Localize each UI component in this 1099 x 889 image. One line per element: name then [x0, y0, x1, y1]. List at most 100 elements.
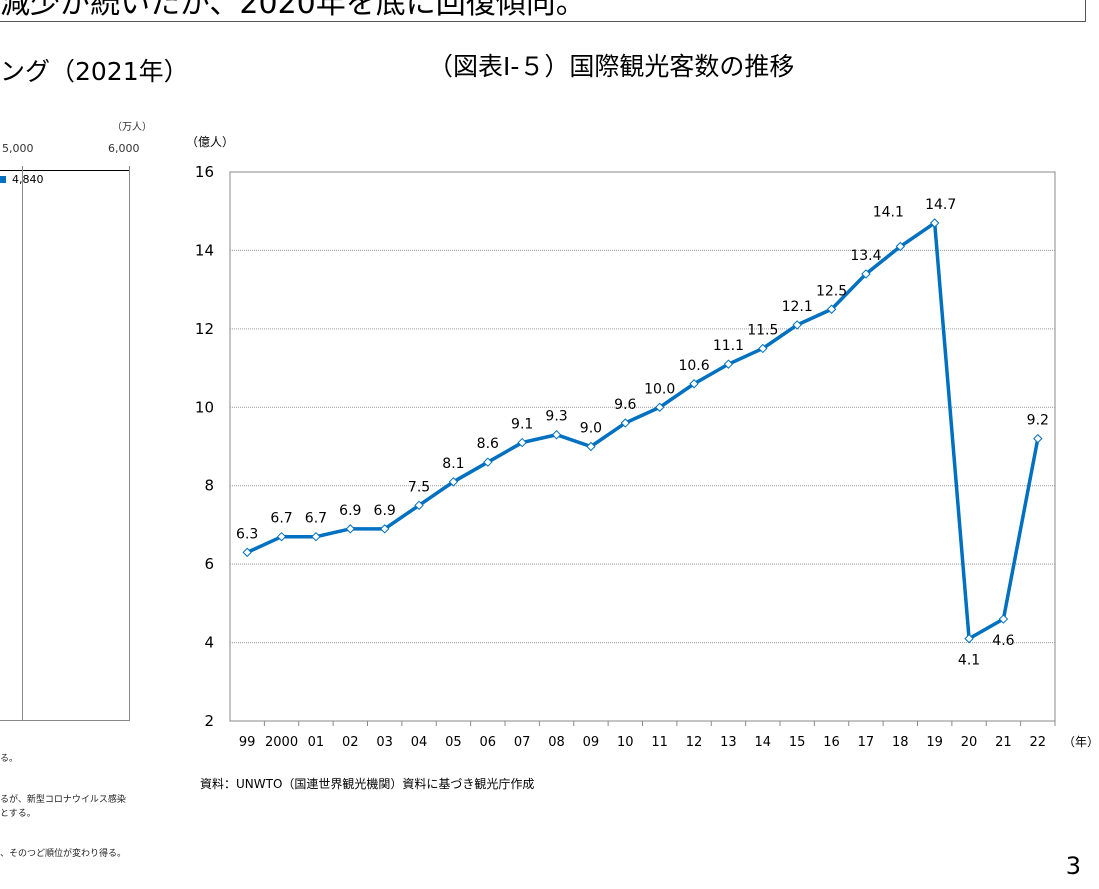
data-point [414, 500, 424, 511]
data-point [311, 531, 321, 542]
data-point [586, 441, 596, 452]
data-label: 9.0 [580, 421, 602, 437]
x-tick-label: 16 [823, 735, 840, 750]
data-point [826, 304, 837, 314]
x-tick-label: 10 [617, 735, 634, 750]
x-tick-label: 08 [548, 735, 565, 750]
data-label: 12.1 [782, 299, 813, 315]
data-point [758, 343, 768, 354]
data-label: 8.1 [442, 456, 464, 472]
data-label: 7.5 [408, 479, 430, 495]
x-tick-label: 02 [342, 735, 359, 750]
left-bar-value: 4,840 [12, 173, 44, 186]
data-label: 13.4 [850, 248, 881, 264]
left-note: 、そのつど順位が変わり得る。 [0, 849, 127, 859]
x-tick-label: 05 [445, 735, 462, 750]
data-label: 6.9 [374, 503, 396, 519]
x-tick-label: 12 [686, 735, 703, 750]
data-label: 10.0 [644, 381, 675, 397]
x-tick-label: 01 [308, 735, 325, 750]
data-label: 4.1 [958, 653, 980, 669]
data-label: 10.6 [678, 358, 709, 374]
data-label: 6.7 [305, 511, 327, 527]
x-tick-label: 99 [239, 735, 256, 750]
data-point [792, 320, 802, 330]
series-line [246, 219, 1040, 642]
data-point [654, 402, 665, 412]
data-point [861, 269, 871, 279]
x-tick-label: 2000 [265, 735, 298, 750]
data-point [345, 524, 356, 534]
headline: 減少が続いたが、2020年を底に回復傾向。 [0, 0, 586, 21]
left-unit: （万人） [112, 122, 152, 133]
left-note: る。 [0, 754, 19, 764]
x-axis-label: （年） [1063, 735, 1099, 749]
x-tick-label: 07 [514, 735, 531, 750]
data-point [895, 241, 906, 252]
left-note: るが、新型コロナウイルス感染 [0, 795, 126, 805]
left-tick-6000: 6,000 [108, 142, 140, 155]
data-label: 14.1 [873, 205, 904, 221]
data-label: 8.6 [477, 436, 499, 452]
data-point [964, 633, 974, 644]
source-note: 資料：UNWTO（国連世界観光機関）資料に基づき観光庁作成 [200, 777, 535, 791]
x-tick-label: 11 [651, 735, 668, 750]
y-tick-label: 6 [204, 555, 214, 573]
x-tick-label: 04 [411, 735, 428, 750]
y-tick-label: 8 [204, 477, 214, 495]
y-tick-label: 10 [195, 398, 214, 416]
y-tick-label: 14 [195, 241, 214, 259]
y-tick-label: 4 [204, 634, 214, 652]
data-point [929, 218, 940, 228]
y-tick-label: 16 [195, 163, 214, 181]
x-tick-label: 18 [892, 735, 909, 750]
left-chart-title: ング（2021年） [0, 57, 189, 86]
data-label: 9.3 [545, 409, 567, 425]
chart-title: （図表Ⅰ-５）国際観光客数の推移 [428, 52, 795, 81]
data-label: 4.6 [992, 633, 1014, 649]
x-tick-label: 17 [858, 735, 875, 750]
data-point [517, 437, 527, 448]
data-point [276, 531, 287, 542]
data-point [379, 524, 390, 534]
x-tick-label: 20 [961, 735, 978, 750]
left-note: とする。 [0, 809, 36, 819]
data-label: 12.5 [816, 283, 847, 299]
x-tick-label: 06 [480, 735, 497, 750]
data-point [483, 457, 493, 467]
left-axis [0, 170, 130, 171]
data-label: 6.3 [236, 526, 258, 542]
headline-box [0, 0, 1086, 22]
x-tick-label: 19 [926, 735, 943, 750]
data-label: 9.1 [511, 417, 533, 433]
x-tick-label: 14 [755, 735, 772, 750]
y-tick-label: 12 [195, 320, 214, 338]
left-bar [0, 176, 6, 183]
data-point [998, 614, 1009, 624]
data-label: 6.7 [270, 511, 292, 527]
x-tick-label: 15 [789, 735, 806, 750]
data-label: 14.7 [925, 197, 956, 213]
left-bottom-line [0, 720, 130, 721]
data-label: 9.2 [1027, 413, 1049, 429]
data-point [723, 359, 734, 369]
data-label: 11.1 [713, 338, 744, 354]
x-tick-label: 22 [1030, 735, 1047, 750]
data-point [620, 418, 631, 428]
left-gridline [22, 166, 23, 721]
x-tick-label: 03 [376, 735, 393, 750]
left-gridline [129, 166, 130, 721]
data-point [1033, 433, 1043, 444]
y-axis-label: （億人） [186, 135, 234, 149]
x-tick-label: 09 [583, 735, 600, 750]
x-tick-label: 13 [720, 735, 737, 750]
data-point [242, 547, 252, 558]
plot-area [229, 171, 1056, 722]
page-number: 3 [1065, 852, 1081, 880]
data-point [689, 379, 699, 389]
left-tick-5000: 5,000 [2, 142, 34, 155]
data-label: 11.5 [747, 322, 778, 338]
data-label: 6.9 [339, 503, 361, 519]
data-label: 9.6 [614, 397, 636, 413]
